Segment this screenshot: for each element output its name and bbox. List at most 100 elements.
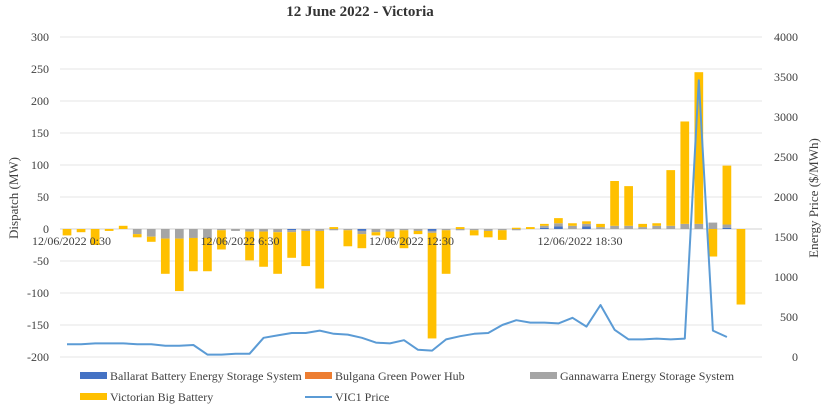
bar-gannawarra-energy-storage-system [596, 227, 605, 229]
bar-victorian-big-battery [511, 227, 521, 229]
bar-gannawarra-energy-storage-system [722, 224, 732, 228]
bar-ballarat-battery-energy-storage-system [554, 226, 563, 229]
bar-gannawarra-energy-storage-system [189, 229, 198, 238]
bar-gannawarra-energy-storage-system [455, 229, 465, 231]
bar-gannawarra-energy-storage-system [259, 229, 268, 232]
bar-gannawarra-energy-storage-system [217, 229, 226, 231]
legend: Ballarat Battery Energy Storage System Bu… [80, 369, 735, 404]
bar-victorian-big-battery [104, 229, 114, 231]
bar-victorian-big-battery [76, 229, 86, 233]
bar-victorian-big-battery [568, 223, 577, 226]
bar-gannawarra-energy-storage-system [203, 229, 212, 238]
bar-victorian-big-battery [343, 230, 353, 247]
x-tick-label: 12/06/2022 12:30 [369, 234, 454, 248]
y-tick-label: -150 [27, 318, 49, 332]
bar-victorian-big-battery [273, 232, 282, 274]
bar-victorian-big-battery [666, 170, 676, 226]
bar-gannawarra-energy-storage-system [624, 225, 633, 229]
bar-gannawarra-energy-storage-system [582, 223, 591, 227]
bar-victorian-big-battery [441, 230, 451, 274]
y-tick-label: 50 [37, 190, 49, 204]
price-line [67, 79, 728, 356]
bars [62, 72, 746, 339]
legend-label: Ballarat Battery Energy Storage System [110, 369, 302, 383]
bar-victorian-big-battery [596, 223, 605, 228]
bar-gannawarra-energy-storage-system [371, 229, 381, 233]
x-tick-label: 12/06/2022 18:30 [537, 234, 622, 248]
gridlines [60, 36, 762, 358]
bar-victorian-big-battery [455, 227, 465, 229]
y-tick-label: 200 [31, 94, 49, 108]
legend-swatch [80, 393, 107, 400]
bar-victorian-big-battery [413, 230, 423, 235]
y-tick-label: -50 [33, 254, 49, 268]
y-tick-label: -100 [27, 286, 49, 300]
bar-victorian-big-battery [624, 186, 633, 226]
bar-victorian-big-battery [371, 232, 381, 236]
bar-gannawarra-energy-storage-system [315, 229, 325, 231]
bar-victorian-big-battery [146, 236, 156, 242]
y-tick-label: -200 [27, 350, 49, 364]
bar-victorian-big-battery [90, 229, 100, 245]
bar-gannawarra-energy-storage-system [413, 229, 423, 231]
bar-victorian-big-battery [399, 230, 409, 249]
bar-gannawarra-energy-storage-system [511, 229, 521, 231]
bar-gannawarra-energy-storage-system [343, 229, 353, 231]
bar-gannawarra-energy-storage-system [540, 225, 549, 228]
bar-gannawarra-energy-storage-system [273, 229, 282, 233]
bar-victorian-big-battery [315, 230, 325, 289]
bar-victorian-big-battery [62, 229, 72, 236]
legend-label: Victorian Big Battery [110, 390, 213, 404]
bar-gannawarra-energy-storage-system [357, 230, 367, 235]
bar-gannawarra-energy-storage-system [160, 229, 170, 239]
legend-label: Bulgana Green Power Hub [335, 369, 465, 383]
bar-gannawarra-energy-storage-system [554, 223, 563, 227]
bar-victorian-big-battery [708, 229, 718, 257]
bar-victorian-big-battery [497, 230, 507, 240]
bar-victorian-big-battery [217, 230, 226, 250]
bar-victorian-big-battery [301, 230, 311, 267]
axes: -200-150-100-500501001502002503000500100… [27, 30, 798, 364]
bar-gannawarra-energy-storage-system [399, 229, 409, 231]
bar-ballarat-battery-energy-storage-system [540, 227, 549, 229]
bar-victorian-big-battery [554, 218, 563, 224]
chart-title: 12 June 2022 - Victoria [286, 4, 434, 20]
bar-victorian-big-battery [385, 231, 395, 238]
bar-gannawarra-energy-storage-system [666, 225, 676, 229]
bar-ballarat-battery-energy-storage-system [722, 227, 732, 229]
legend-label: Gannawarra Energy Storage System [560, 369, 735, 383]
y-tick-label: 250 [31, 62, 49, 76]
y2-tick-label: 1500 [774, 230, 798, 244]
bar-gannawarra-energy-storage-system [231, 229, 240, 231]
y2-tick-label: 1000 [774, 270, 798, 284]
bar-gannawarra-energy-storage-system [568, 225, 577, 229]
bar-victorian-big-battery [203, 237, 212, 272]
bar-gannawarra-energy-storage-system [483, 229, 493, 231]
legend-swatch [530, 372, 557, 379]
bar-gannawarra-energy-storage-system [469, 229, 479, 231]
bar-ballarat-battery-energy-storage-system [357, 229, 367, 231]
y2-tick-label: 0 [792, 350, 798, 364]
bar-victorian-big-battery [483, 230, 493, 238]
bar-victorian-big-battery [189, 237, 198, 272]
y2-axis-title: Energy Price ($/MWh) [806, 138, 821, 258]
y2-tick-label: 3000 [774, 110, 798, 124]
bar-victorian-big-battery [259, 231, 268, 267]
bar-victorian-big-battery [610, 181, 619, 226]
bar-victorian-big-battery [540, 223, 549, 226]
bar-victorian-big-battery [357, 234, 367, 249]
bar-gannawarra-energy-storage-system [610, 225, 619, 229]
y2-tick-label: 2500 [774, 150, 798, 164]
bar-gannawarra-energy-storage-system [301, 229, 311, 231]
bar-gannawarra-energy-storage-system [638, 227, 648, 229]
bar-victorian-big-battery [652, 223, 662, 226]
bar-victorian-big-battery [245, 231, 254, 261]
bar-victorian-big-battery [469, 230, 479, 236]
bar-victorian-big-battery [680, 121, 690, 224]
bar-ballarat-battery-energy-storage-system [582, 226, 591, 229]
bar-gannawarra-energy-storage-system [708, 222, 718, 229]
y2-tick-label: 3500 [774, 70, 798, 84]
bar-gannawarra-energy-storage-system [497, 229, 507, 231]
